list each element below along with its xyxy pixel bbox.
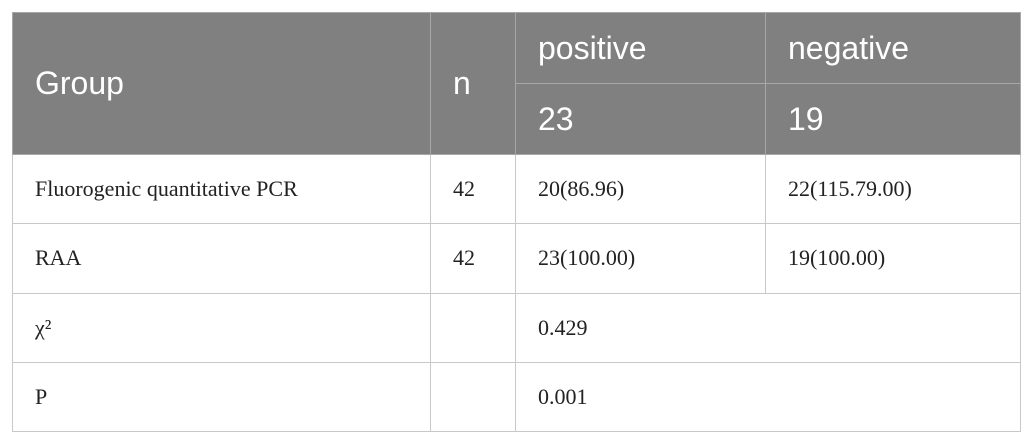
header-cell: n: [430, 12, 516, 155]
cell: 22(115.79.00): [765, 153, 1021, 225]
cell: 0.001: [515, 361, 1021, 433]
cell: [430, 292, 516, 363]
cell: Fluorogenic quantitative PCR: [12, 153, 431, 225]
cell: [430, 361, 516, 433]
cell: 42: [430, 223, 516, 294]
cell: 23(100.00): [515, 223, 766, 294]
cell: χ²: [12, 292, 431, 363]
header-cell: 19: [765, 83, 1021, 155]
cell: P: [12, 361, 431, 433]
cell: 20(86.96): [515, 153, 766, 225]
results-table: Group n positive negative 23 19 Fluoroge…: [12, 12, 1021, 433]
cell: RAA: [12, 223, 431, 294]
cell: 0.429: [515, 292, 1021, 363]
cell: 19(100.00): [765, 223, 1021, 294]
header-cell: negative: [765, 12, 1021, 84]
header-cell: positive: [515, 12, 766, 84]
header-cell: Group: [12, 12, 431, 155]
header-cell: 23: [515, 83, 766, 155]
cell: 42: [430, 153, 516, 225]
